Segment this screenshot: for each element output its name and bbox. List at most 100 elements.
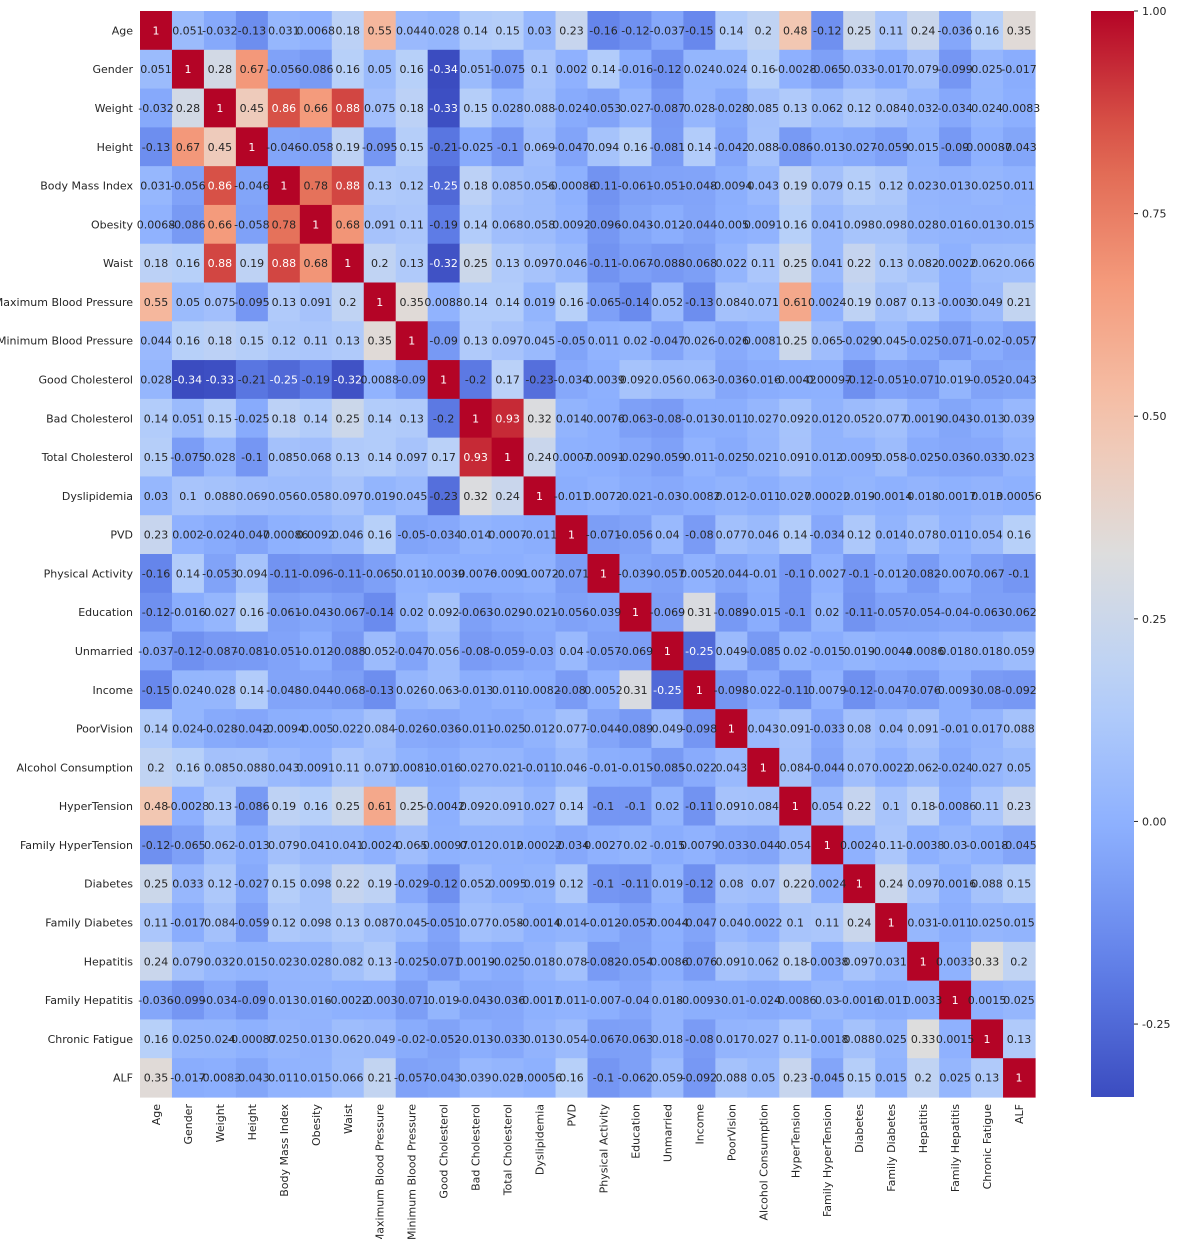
- heatmap-cell: [811, 941, 844, 982]
- heatmap-cell: [651, 825, 684, 865]
- cell-value-label: -0.2: [465, 373, 486, 386]
- heatmap-cell: [811, 243, 844, 284]
- cell-value-label: 0.1: [882, 800, 900, 813]
- cell-value-label: -0.067: [330, 606, 365, 619]
- cell-value-label: 0.094: [588, 141, 620, 154]
- heatmap-cell: [619, 166, 653, 206]
- heatmap-cell: [587, 670, 621, 710]
- heatmap-cell: [203, 360, 237, 400]
- heatmap-cell: [140, 747, 173, 788]
- cell-value-label: -0.12: [653, 63, 681, 76]
- cell-value-label: 0.079: [811, 180, 843, 193]
- heatmap-cell: [363, 786, 397, 827]
- cell-value-label: -0.005: [714, 218, 749, 231]
- heatmap-cell: [1003, 360, 1036, 400]
- cell-value-label: -0.021: [522, 606, 557, 619]
- cell-value-label: 0.098: [875, 218, 907, 231]
- heatmap-cell: [395, 515, 429, 555]
- cell-value-label: 0.045: [875, 335, 907, 348]
- heatmap-cell: [395, 282, 429, 322]
- cell-value-label: 0.05: [1007, 761, 1032, 774]
- cell-value-label: -0.0028: [167, 800, 209, 813]
- heatmap-cell: [843, 747, 876, 788]
- cell-value-label: 0.00022: [517, 839, 563, 852]
- cell-value-label: 1: [1016, 1072, 1023, 1085]
- cell-value-label: 0.084: [748, 800, 780, 813]
- heatmap-cell: [555, 1058, 589, 1098]
- cell-value-label: 0.062: [204, 839, 236, 852]
- heatmap-cell: [491, 1019, 525, 1059]
- cell-value-label: -0.063: [618, 412, 653, 425]
- heatmap-cell: [619, 11, 653, 51]
- cell-value-label: 0.25: [399, 800, 424, 813]
- heatmap-cell: [843, 1019, 876, 1059]
- heatmap-cell: [939, 398, 972, 439]
- heatmap-cell: [715, 515, 748, 555]
- heatmap-cell: [395, 204, 429, 245]
- heatmap-cell: [523, 1019, 557, 1059]
- cell-value-label: 0.011: [588, 335, 620, 348]
- heatmap-cell: [875, 398, 908, 439]
- cell-value-label: 0.045: [524, 335, 556, 348]
- cell-value-label: 0.0091: [744, 218, 783, 231]
- heatmap-cell: [331, 515, 365, 555]
- heatmap-cell: [299, 592, 333, 633]
- heatmap-cell: [971, 243, 1004, 284]
- cell-value-label: 0.088: [204, 490, 236, 503]
- heatmap-cell: [587, 282, 621, 322]
- cell-value-label: 0.13: [1007, 1033, 1032, 1046]
- heatmap-cell: [203, 49, 237, 90]
- cell-value-label: 0.18: [208, 335, 233, 348]
- cell-value-label: -0.11: [781, 684, 809, 697]
- cell-value-label: 0.041: [811, 257, 843, 270]
- cell-value-label: -0.13: [685, 296, 713, 309]
- heatmap-cell: [140, 709, 173, 749]
- heatmap-cell: [491, 1058, 525, 1098]
- cell-value-label: 0.13: [367, 955, 392, 968]
- heatmap-cell: [395, 786, 429, 827]
- heatmap-cell: [651, 554, 684, 594]
- heatmap-cell: [747, 592, 780, 633]
- cell-value-label: -0.1: [593, 1072, 614, 1085]
- heatmap-cell: [427, 360, 461, 400]
- heatmap-cell: [363, 243, 397, 284]
- cell-value-label: 0.025: [971, 916, 1003, 929]
- cell-value-label: -0.0017: [934, 490, 976, 503]
- cell-value-label: 0.14: [463, 24, 488, 37]
- cell-value-label: -0.047: [650, 335, 685, 348]
- cell-value-label: 0.069: [524, 141, 556, 154]
- cell-value-label: 0.25: [336, 412, 361, 425]
- cell-value-label: 0.0024: [808, 878, 847, 891]
- cell-value-label: 0.0095: [840, 451, 879, 464]
- heatmap-cell: [171, 204, 205, 245]
- cell-value-label: 0.025: [875, 1033, 907, 1046]
- cell-value-label: -0.013: [682, 412, 717, 425]
- cell-value-label: 0.2: [371, 257, 389, 270]
- heatmap-cell: [875, 88, 908, 128]
- cell-value-label: -0.0093: [678, 994, 720, 1007]
- heatmap-cell: [331, 204, 365, 245]
- heatmap-cell: [971, 631, 1004, 671]
- cell-value-label: 0.16: [304, 800, 329, 813]
- cell-value-label: -0.025: [458, 141, 493, 154]
- cell-value-label: -0.086: [778, 141, 813, 154]
- cell-value-label: 0.16: [240, 606, 265, 619]
- heatmap-cell: [267, 437, 301, 478]
- heatmap-cell: [619, 592, 653, 633]
- heatmap-cell: [587, 398, 621, 439]
- heatmap-cell: [619, 670, 653, 710]
- cell-value-label: -0.034: [554, 373, 589, 386]
- heatmap-cell: [459, 825, 493, 865]
- cell-value-label: -0.011: [522, 529, 557, 542]
- heatmap-cell: [140, 786, 173, 827]
- cell-value-label: 0.11: [336, 761, 361, 774]
- cell-value-label: -0.0042: [774, 373, 816, 386]
- cell-value-label: 0.0092: [297, 529, 336, 542]
- cell-value-label: -0.051: [266, 645, 301, 658]
- cell-value-label: -0.15: [142, 684, 170, 697]
- heatmap-cell: [331, 11, 365, 51]
- heatmap-cell: [971, 864, 1004, 904]
- colorbar-gradient: [1091, 11, 1134, 1097]
- heatmap-cell: [523, 11, 557, 51]
- cell-value-label: 0.012: [524, 723, 556, 736]
